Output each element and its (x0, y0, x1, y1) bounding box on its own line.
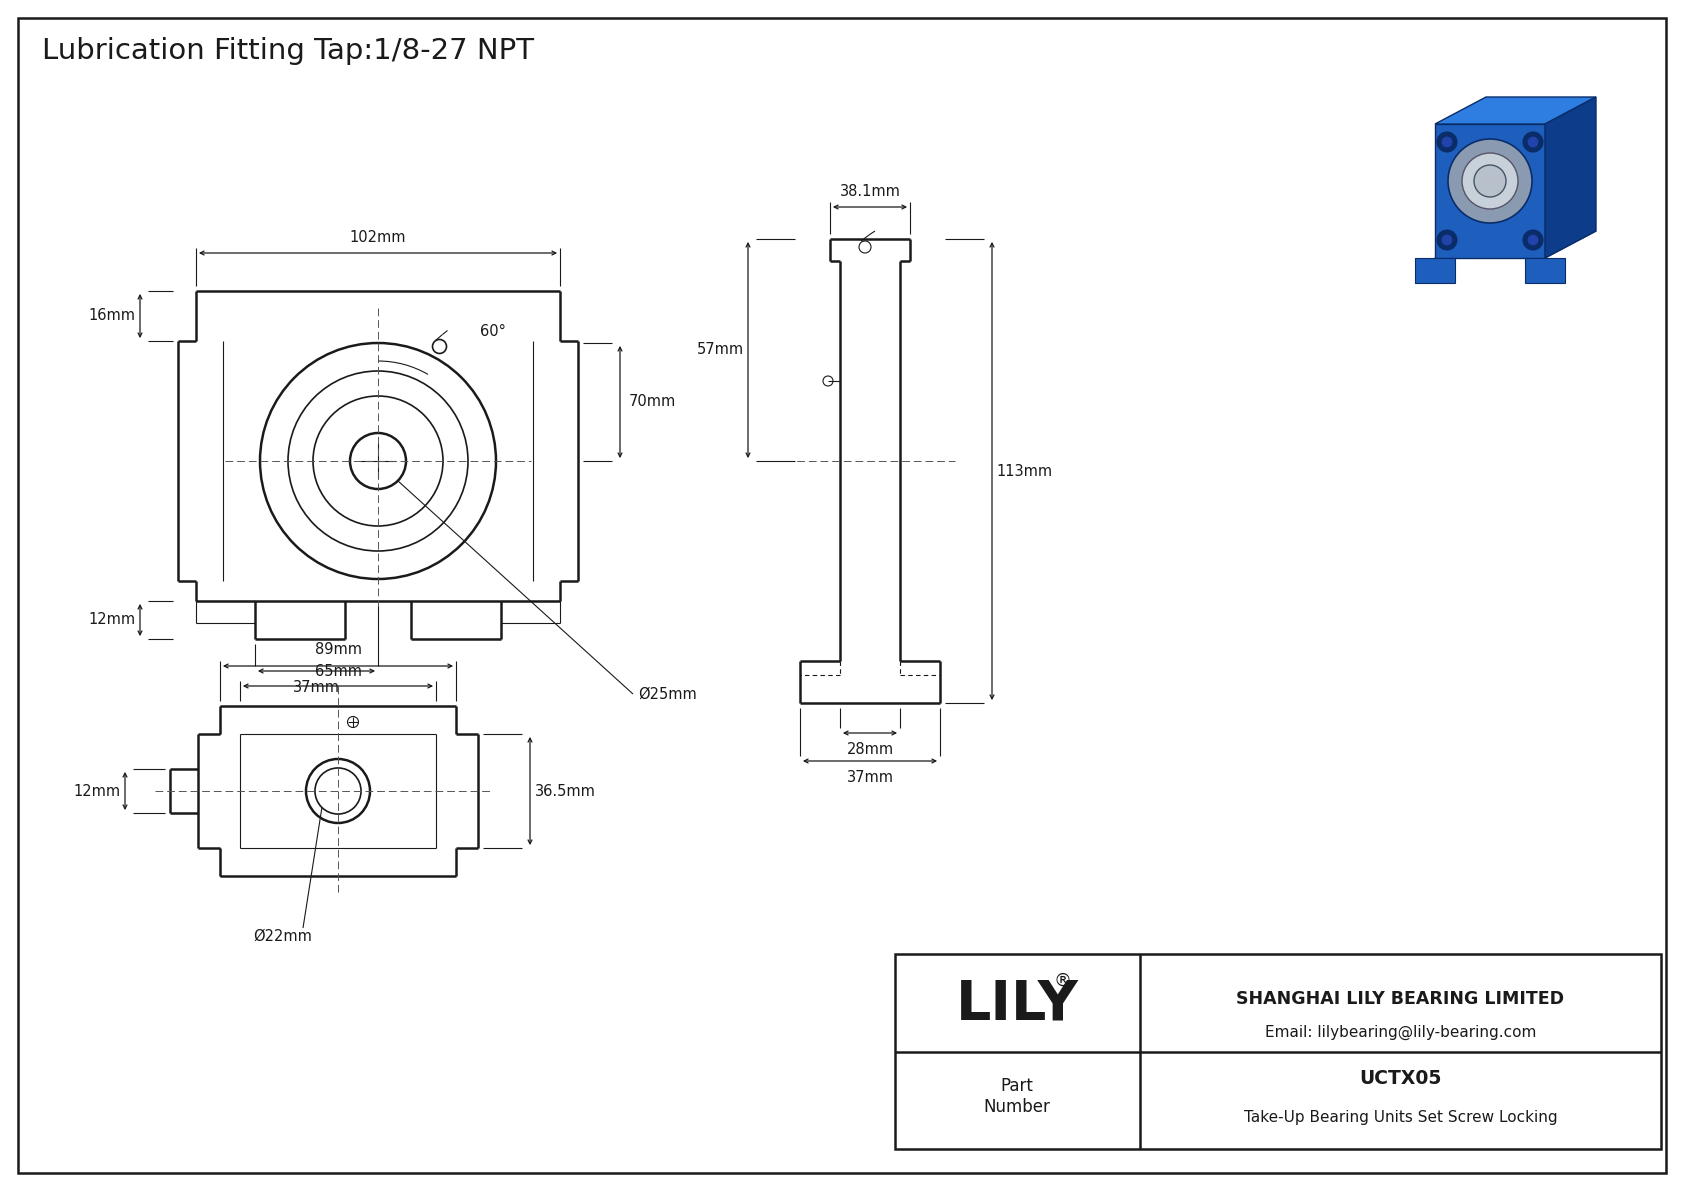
Text: 37mm: 37mm (847, 769, 894, 785)
Text: 60°: 60° (480, 324, 505, 338)
Text: Email: lilybearing@lily-bearing.com: Email: lilybearing@lily-bearing.com (1265, 1024, 1536, 1040)
Polygon shape (1435, 96, 1596, 124)
Text: Take-Up Bearing Units Set Screw Locking: Take-Up Bearing Units Set Screw Locking (1244, 1110, 1558, 1125)
Text: UCTX05: UCTX05 (1359, 1070, 1442, 1089)
Text: 102mm: 102mm (350, 230, 406, 244)
Text: ®: ® (1054, 972, 1073, 990)
Circle shape (1527, 136, 1539, 148)
Text: 28mm: 28mm (847, 742, 894, 756)
Circle shape (1522, 230, 1543, 250)
Text: 16mm: 16mm (89, 308, 135, 324)
Bar (894, 954, 1660, 1149)
Circle shape (1448, 139, 1532, 223)
Text: 36.5mm: 36.5mm (534, 784, 596, 798)
Text: Ø22mm: Ø22mm (254, 929, 313, 943)
Polygon shape (1435, 231, 1596, 258)
Circle shape (1522, 132, 1543, 152)
Circle shape (1474, 166, 1505, 197)
Text: 113mm: 113mm (995, 463, 1052, 479)
Bar (1415, 258, 1455, 283)
Circle shape (1462, 152, 1517, 208)
Text: 37mm: 37mm (293, 680, 340, 694)
Text: Lubrication Fitting Tap:1/8-27 NPT: Lubrication Fitting Tap:1/8-27 NPT (42, 37, 534, 66)
Circle shape (1436, 132, 1457, 152)
Text: 89mm: 89mm (315, 642, 362, 657)
Bar (1526, 258, 1564, 283)
Text: LILY: LILY (955, 978, 1078, 1031)
Text: 38.1mm: 38.1mm (840, 183, 901, 199)
Text: SHANGHAI LILY BEARING LIMITED: SHANGHAI LILY BEARING LIMITED (1236, 990, 1564, 1008)
Circle shape (1436, 230, 1457, 250)
Polygon shape (1435, 124, 1544, 258)
Text: 12mm: 12mm (74, 784, 121, 798)
Circle shape (1527, 233, 1539, 247)
Text: 57mm: 57mm (697, 343, 744, 357)
Text: Ø25mm: Ø25mm (638, 686, 697, 701)
Polygon shape (1544, 96, 1596, 258)
Text: 12mm: 12mm (89, 612, 136, 628)
Circle shape (1442, 233, 1453, 247)
Text: 70mm: 70mm (628, 394, 675, 410)
Circle shape (1442, 136, 1453, 148)
Text: Part
Number: Part Number (983, 1077, 1051, 1116)
Text: 65mm: 65mm (315, 665, 362, 680)
